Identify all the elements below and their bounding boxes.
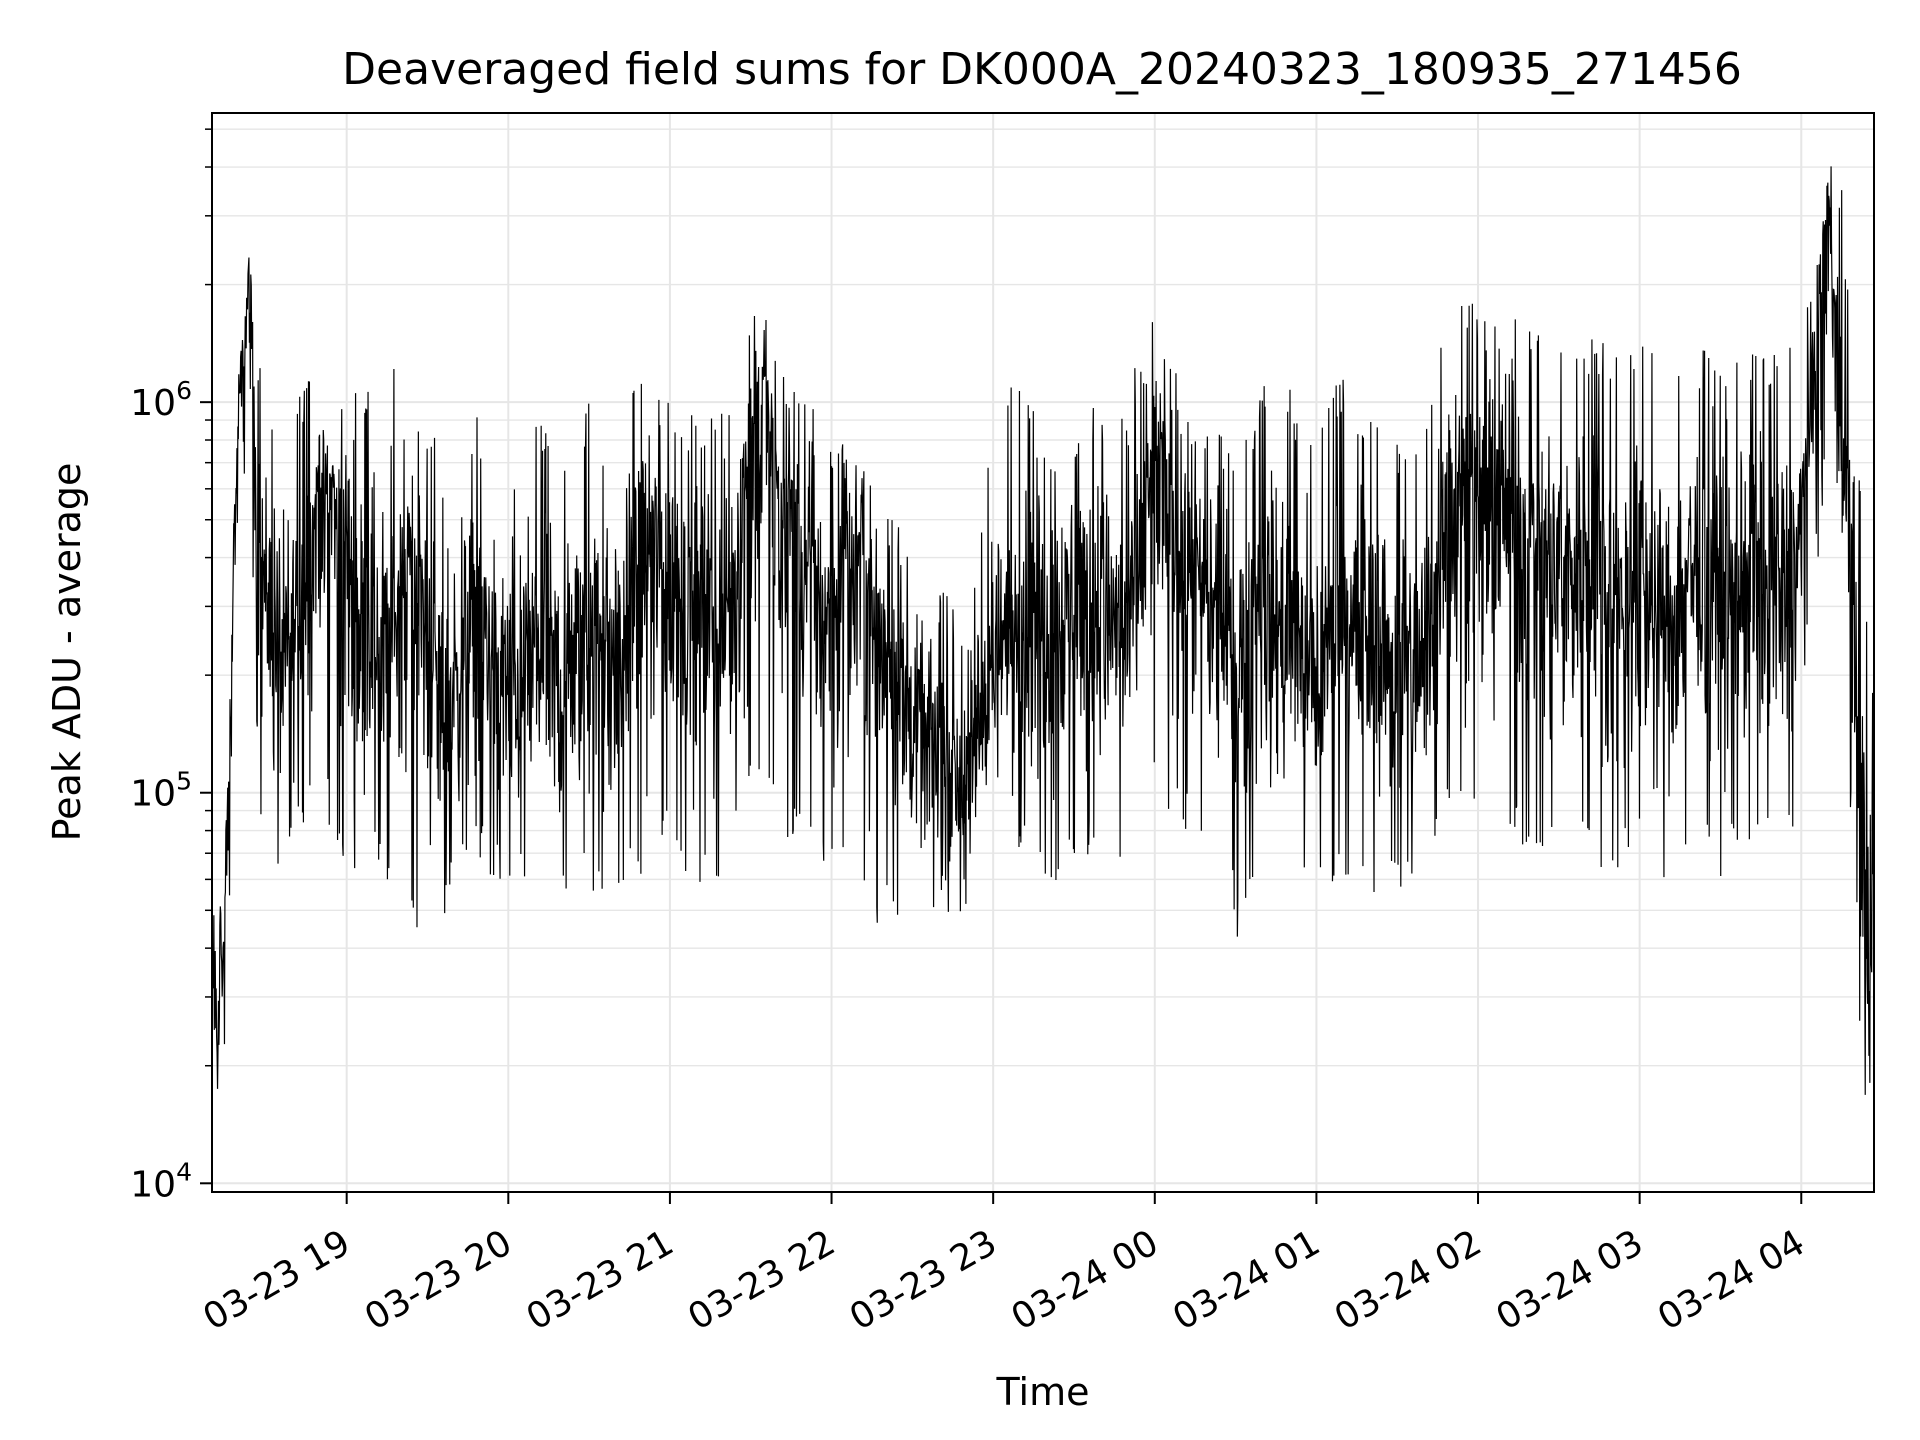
x-axis-label: Time — [996, 1370, 1090, 1414]
y-tick-label: 104 — [130, 1157, 192, 1205]
y-axis-label: Peak ADU - average — [45, 463, 89, 842]
y-tick-label: 106 — [130, 376, 192, 424]
chart-title: Deaveraged field sums for DK000A_2024032… — [342, 44, 1742, 95]
y-axis: 104 105 106 — [130, 128, 212, 1205]
y-tick-label: 105 — [130, 767, 192, 815]
series-line — [211, 166, 1875, 1095]
plot-frame — [211, 112, 1875, 1193]
